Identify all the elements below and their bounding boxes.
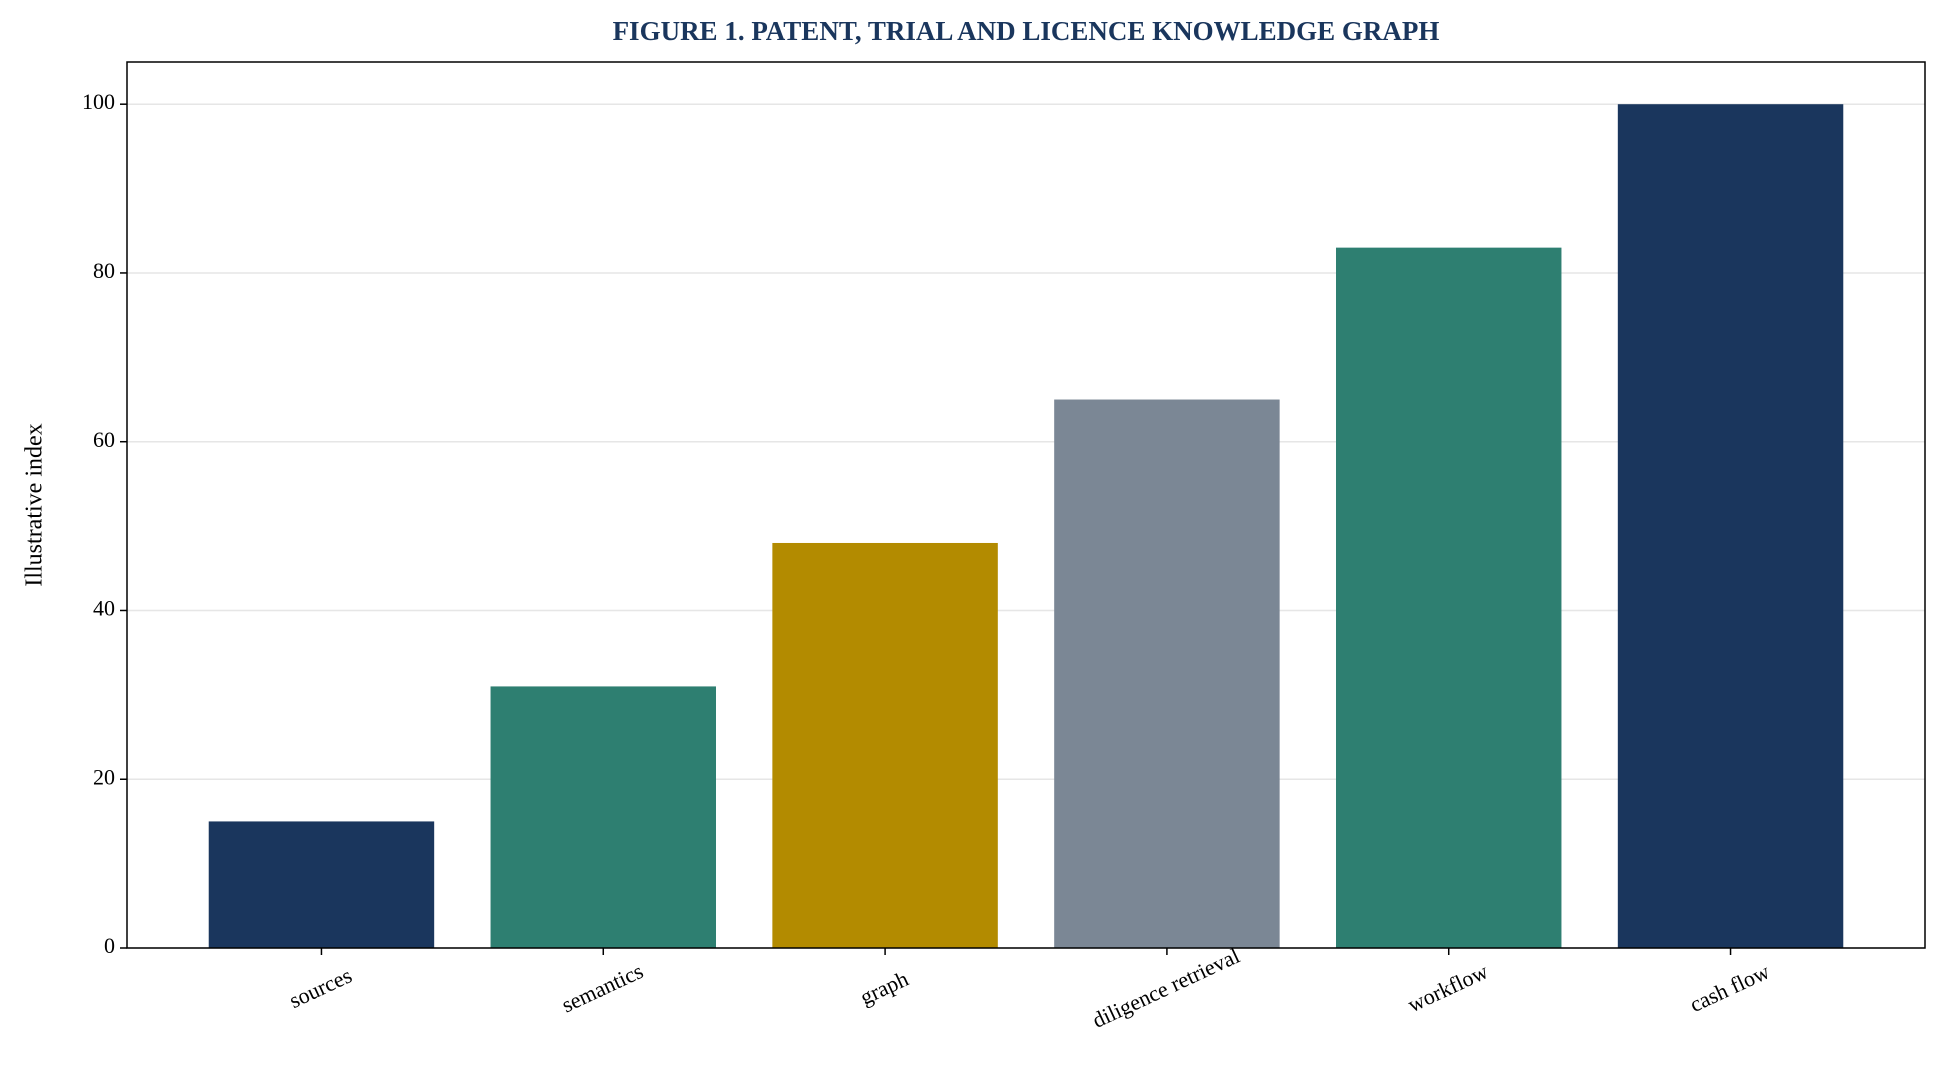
bar bbox=[1054, 399, 1280, 948]
y-tick-label: 40 bbox=[93, 596, 115, 621]
x-tick-label: workflow bbox=[1404, 958, 1492, 1017]
x-tick-label: graph bbox=[856, 966, 912, 1010]
y-tick-label: 0 bbox=[104, 933, 115, 958]
y-tick-label: 20 bbox=[93, 764, 115, 789]
x-tick-label: sources bbox=[285, 963, 355, 1014]
y-axis-label: Illustrative index bbox=[22, 423, 48, 586]
y-tick-label: 80 bbox=[93, 258, 115, 283]
x-tick-label: cash flow bbox=[1686, 958, 1774, 1017]
bar bbox=[1336, 247, 1562, 949]
bar bbox=[208, 821, 435, 948]
y-tick-label: 100 bbox=[82, 89, 115, 114]
plot-frame bbox=[126, 61, 1926, 949]
chart-title: FIGURE 1. PATENT, TRIAL AND LICENCE KNOW… bbox=[613, 16, 1440, 46]
bar bbox=[1617, 104, 1844, 948]
y-tick-label: 60 bbox=[93, 427, 115, 452]
bar bbox=[490, 686, 716, 948]
bar bbox=[772, 542, 998, 948]
x-tick-label: semantics bbox=[558, 958, 647, 1017]
x-tick-label: diligence retrieval bbox=[1088, 943, 1243, 1033]
